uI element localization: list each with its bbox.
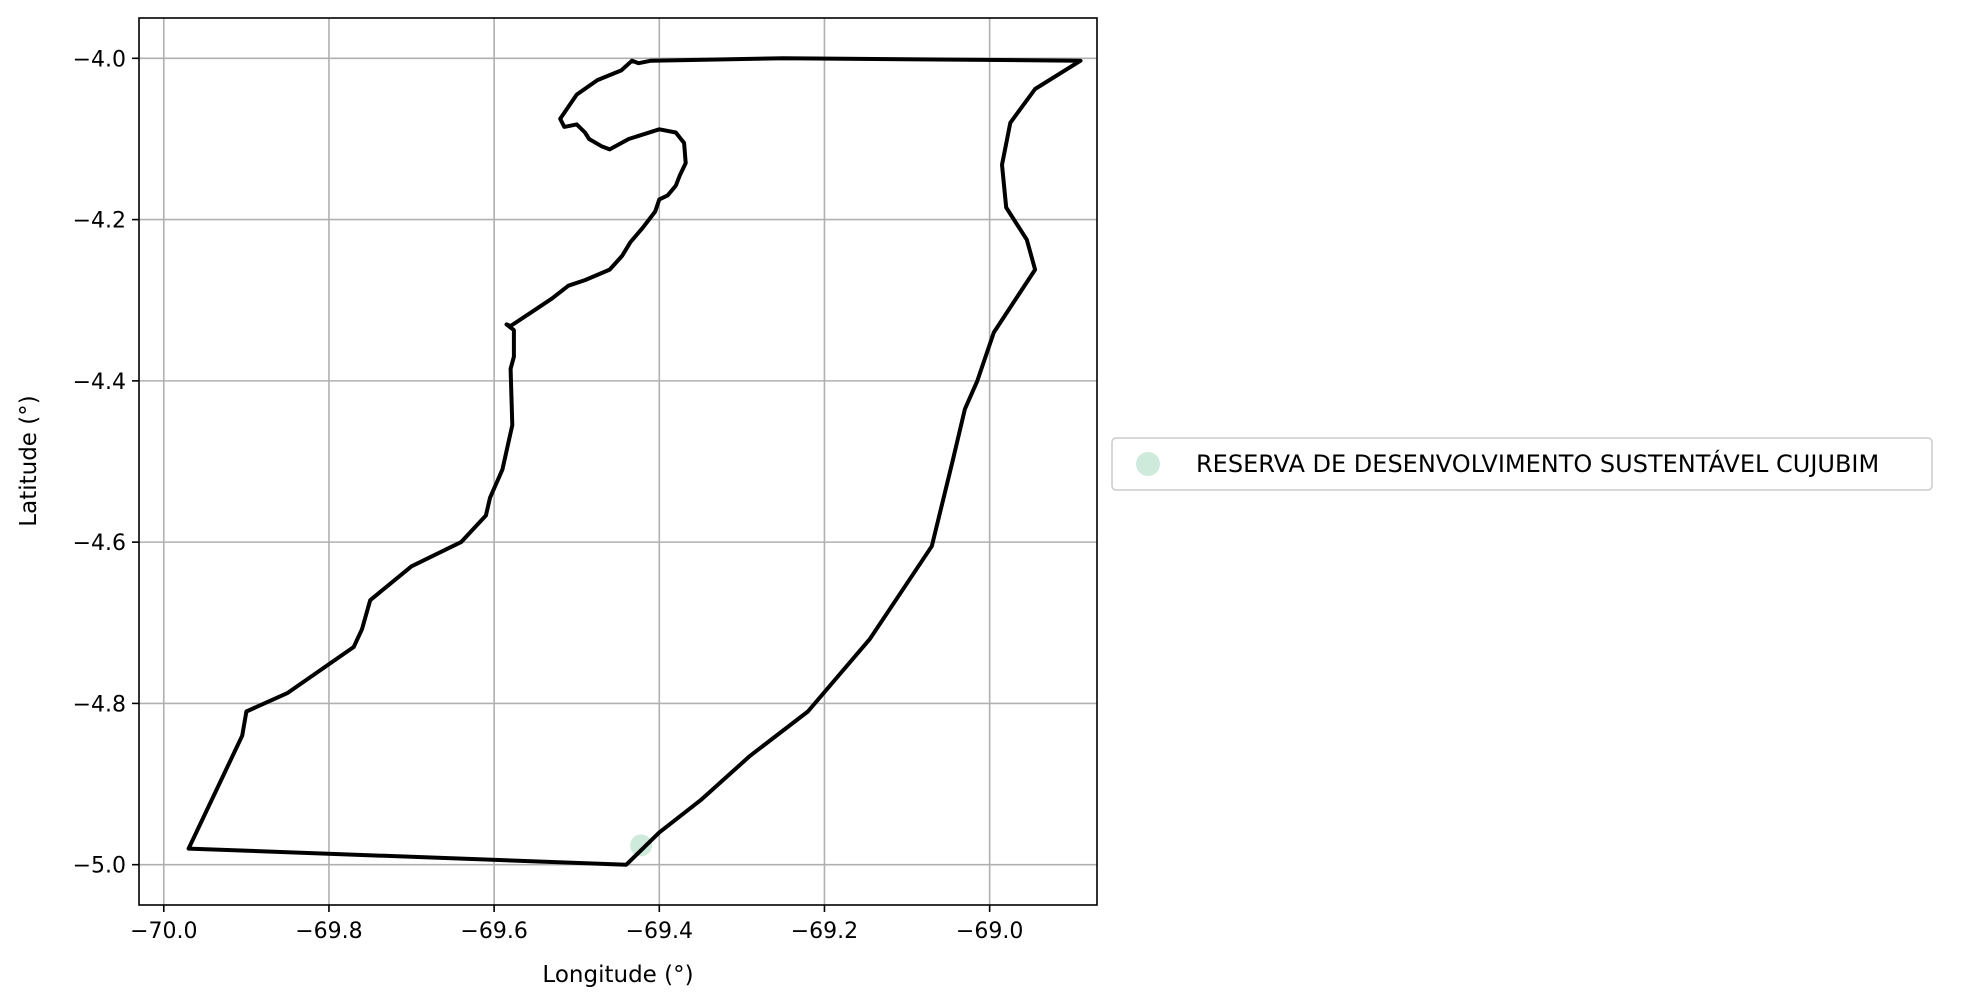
x-tick-label: −69.8 [295,919,362,944]
y-tick-label: −4.2 [73,209,126,234]
legend: RESERVA DE DESENVOLVIMENTO SUSTENTÁVEL C… [1111,437,1933,491]
y-axis-title: Latitude (°) [16,395,42,526]
x-tick-label: −69.2 [791,919,858,944]
x-tick-label: −70.0 [130,919,197,944]
legend-box [1111,437,1933,491]
x-tick-label: −69.0 [956,919,1023,944]
data-point [630,834,653,857]
axis-ticks: −70.0 −69.8 −69.6 −69.4 −69.2 −69.0 −4.0 −4.2 −4… [73,47,1024,944]
y-tick-label: −4.4 [73,370,126,395]
y-tick-label: −5.0 [73,854,126,879]
reserve-boundary [186,56,1083,867]
y-tick-label: −4.8 [73,692,126,717]
x-tick-label: −69.4 [626,919,693,944]
gridlines [139,18,1097,905]
legend-marker [1136,452,1160,476]
y-tick-label: −4.6 [73,531,126,556]
x-axis-title: Longitude (°) [542,962,693,988]
map-data [186,56,1083,867]
plot-frame [138,17,1098,906]
legend-label: RESERVA DE DESENVOLVIMENTO SUSTENTÁVEL C… [1196,449,1879,478]
x-tick-label: −69.6 [460,919,527,944]
y-tick-label: −4.0 [73,47,126,72]
